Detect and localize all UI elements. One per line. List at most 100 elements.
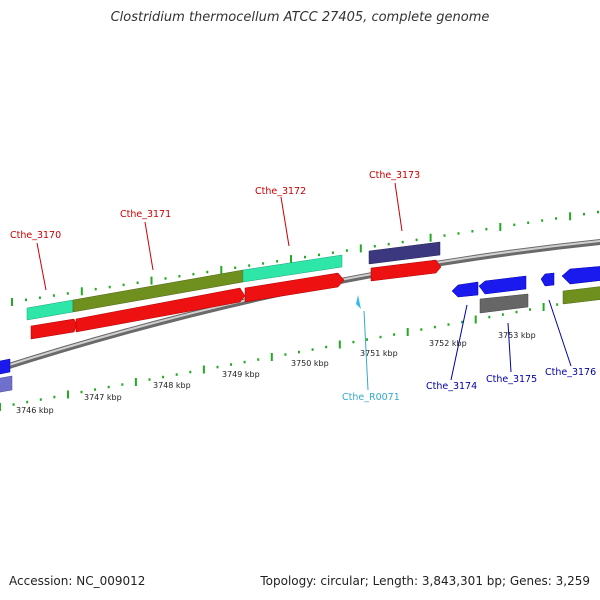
lower-scale-tick	[352, 340, 355, 344]
lower-scale-tick	[515, 310, 518, 314]
upper-scale-tick	[11, 298, 13, 306]
gene-bar-cthe-3175[interactable]	[478, 275, 527, 295]
upper-scale-tick	[52, 294, 55, 297]
lower-scale-tick	[216, 365, 219, 369]
lower-scale-tick	[175, 373, 178, 376]
upper-scale-tick	[527, 221, 530, 224]
upper-scale-tick	[164, 277, 167, 280]
gene-label-cthe-3172[interactable]: Cthe_3172	[255, 186, 306, 197]
lower-scale-tick	[189, 370, 192, 374]
lower-scale-tick	[379, 335, 382, 339]
upper-scale-tick	[401, 240, 404, 244]
cds-bar-cthe-3173[interactable]	[370, 259, 442, 282]
upper-scale-tick	[318, 253, 320, 257]
upper-scale-tick	[192, 272, 195, 276]
gene-label-cthe-3174[interactable]: Cthe_3174	[426, 381, 477, 392]
gene-label-cthe-r0071[interactable]: Cthe_R0071	[342, 392, 400, 403]
upper-scale-tick	[178, 275, 181, 278]
kbp-label-3748: 3748 kbp	[153, 381, 191, 390]
upper-scale-tick	[415, 238, 418, 242]
lower-scale-tick	[134, 378, 137, 386]
upper-scale-tick	[66, 292, 69, 295]
upper-scale-tick	[136, 281, 139, 284]
upper-scale-tick	[583, 212, 585, 216]
lower-scale-tick	[53, 395, 56, 399]
genome-title: Clostridium thermocellum ATCC 27405, com…	[110, 10, 490, 25]
kbp-label-3750: 3750 kbp	[291, 359, 329, 368]
lower-scale-tick	[148, 378, 151, 381]
lower-scale-tick	[461, 320, 464, 324]
lower-scale-tick	[26, 400, 29, 404]
gene-label-cthe-3170[interactable]: Cthe_3170	[10, 230, 61, 241]
lower-scale-tick	[107, 385, 110, 389]
gene-label-cthe-3173[interactable]: Cthe_3173	[369, 170, 420, 181]
lower-scale-tick	[230, 363, 232, 366]
lower-scale-tick	[474, 315, 477, 324]
upper-scale-tick	[345, 249, 348, 252]
upper-scale-tick	[122, 283, 125, 287]
upper-scale-tick	[569, 212, 572, 221]
lower-scale-tick	[0, 403, 1, 411]
lower-scale-tick	[39, 398, 42, 401]
gene-bar-cthe-3172[interactable]	[242, 254, 343, 283]
kbp-label-3752: 3752 kbp	[429, 339, 467, 348]
lower-scale-tick	[311, 348, 314, 351]
lower-scale-tick	[325, 345, 328, 349]
lower-scale-tick	[257, 358, 260, 361]
upper-scale-tick	[443, 234, 446, 237]
lower-scale-tick	[202, 365, 205, 374]
rna-marker-cthe-r0071[interactable]	[356, 295, 361, 309]
upper-scale-tick	[471, 230, 474, 233]
lower-scale-tick	[298, 350, 300, 354]
upper-scale-tick	[541, 219, 544, 222]
kbp-label-3747: 3747 kbp	[84, 393, 122, 402]
lower-scale-tick	[94, 388, 97, 391]
lower-scale-tick	[488, 315, 491, 319]
lower-scale-tick	[80, 390, 83, 394]
cds-bar-cthe-3170[interactable]	[30, 318, 78, 340]
upper-scale-tick	[373, 245, 376, 248]
lower-scale-tick	[243, 360, 246, 364]
gene-bar-cthe-3176[interactable]	[561, 266, 600, 285]
cds-bar-cthe-3171[interactable]	[75, 287, 246, 333]
gene-bar-small-blue[interactable]	[540, 272, 555, 287]
gene-bar-left-blue[interactable]	[0, 358, 11, 375]
upper-scale-tick	[108, 285, 111, 289]
gene-bar-left-purple[interactable]	[0, 375, 13, 393]
gene-label-cthe-3176[interactable]: Cthe_3176	[545, 367, 596, 378]
kbp-label-3746: 3746 kbp	[16, 406, 54, 415]
upper-scale-tick	[457, 232, 460, 235]
upper-scale-tick	[429, 233, 432, 242]
lower-scale-tick	[447, 323, 450, 326]
lower-scale-tick	[556, 303, 559, 306]
upper-scale-tick	[387, 242, 390, 246]
upper-scale-tick	[555, 217, 558, 220]
upper-scale-tick	[234, 266, 237, 269]
gene-label-cthe-3175[interactable]: Cthe_3175	[486, 374, 537, 385]
cds-bar-cthe-3175[interactable]	[479, 293, 529, 314]
lower-scale-tick	[393, 333, 396, 336]
gene-bar-cthe-3174[interactable]	[451, 281, 479, 298]
upper-scale-tick	[220, 265, 223, 274]
lower-scale-tick	[542, 303, 545, 311]
lower-scale-tick	[270, 353, 273, 361]
upper-scale-tick	[331, 251, 334, 254]
gene-bar-cthe-3170[interactable]	[26, 299, 74, 321]
cds-bar-cthe-3172[interactable]	[244, 272, 345, 303]
kbp-label-3749: 3749 kbp	[222, 370, 260, 379]
upper-scale-tick	[38, 296, 41, 299]
kbp-label-3753: 3753 kbp	[498, 331, 536, 340]
label-leaders	[36, 182, 572, 391]
lower-scale-tick	[433, 325, 436, 329]
upper-scale	[11, 210, 599, 306]
gene-bar-cthe-3173[interactable]	[368, 241, 441, 265]
lower-scale-tick	[366, 338, 368, 341]
gene-label-cthe-3171[interactable]: Cthe_3171	[120, 209, 171, 220]
cds-bar-cthe-3176[interactable]	[562, 286, 600, 305]
upper-scale-tick	[150, 276, 153, 285]
upper-scale-tick	[499, 223, 502, 231]
lower-scale-tick	[121, 383, 124, 386]
accession-text: Accession: NC_009012	[9, 574, 146, 588]
lower-scale-tick	[501, 313, 504, 316]
upper-scale-tick	[262, 262, 265, 265]
